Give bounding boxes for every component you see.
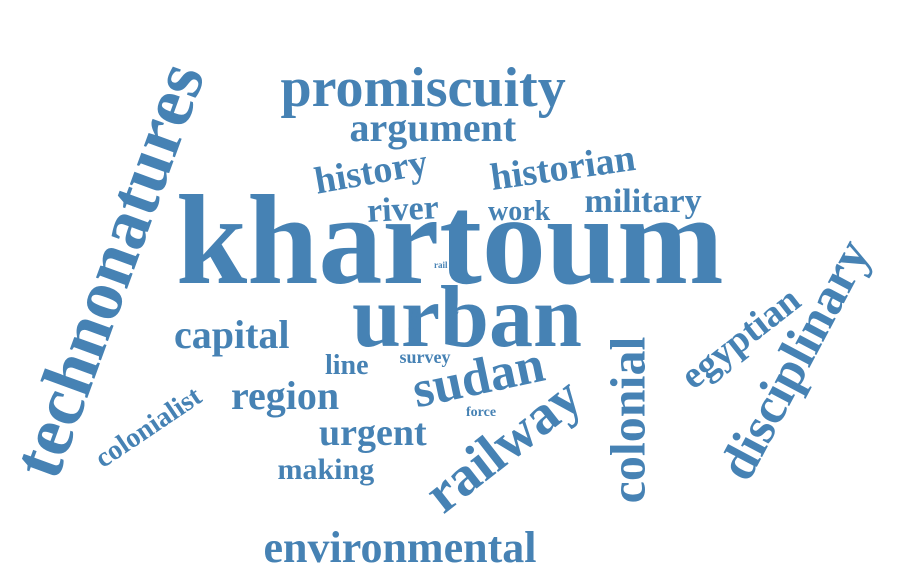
word-survey: survey (399, 347, 451, 367)
word-military: military (584, 183, 702, 220)
word-promiscuity: promiscuity (280, 57, 566, 119)
word-colonialist: colonialist (88, 380, 207, 475)
word-argument: argument (349, 105, 517, 150)
word-force: force (466, 405, 497, 420)
word-urban: urban (352, 269, 582, 366)
word-environmental: environmental (263, 523, 537, 571)
word-urgent: urgent (319, 412, 427, 454)
word-river: river (366, 189, 440, 230)
word-work: work (488, 196, 551, 227)
word-capital: capital (174, 312, 290, 357)
word-colonial: colonial (598, 336, 655, 504)
word-khartoum: khartoum (176, 169, 724, 311)
word-making: making (277, 453, 375, 486)
word-region: region (231, 373, 340, 418)
word-line: line (325, 350, 369, 381)
word-rail: rail (434, 259, 448, 270)
